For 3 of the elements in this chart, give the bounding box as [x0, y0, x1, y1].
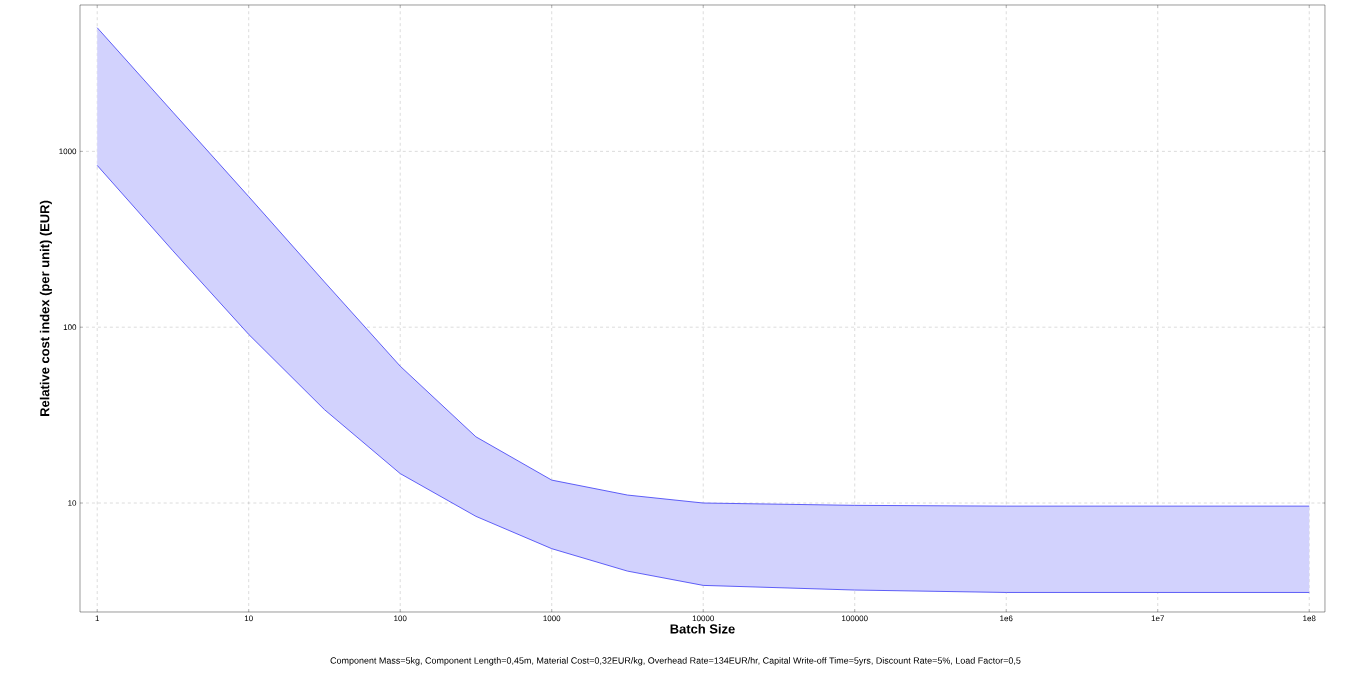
text: Component Mass=5kg, Component Length=0,45m, Material Cost=0,32EUR/kg, Overhead Rate=134EUR/hr, Capital Write-off Time=5yrs, Discount Rate=5%, Load Factor=0,5 [330, 657, 1021, 666]
y-axis-title: Relative cost index (per unit) (EUR) [39, 200, 52, 416]
x-axis-title: Batch Size [670, 624, 735, 634]
